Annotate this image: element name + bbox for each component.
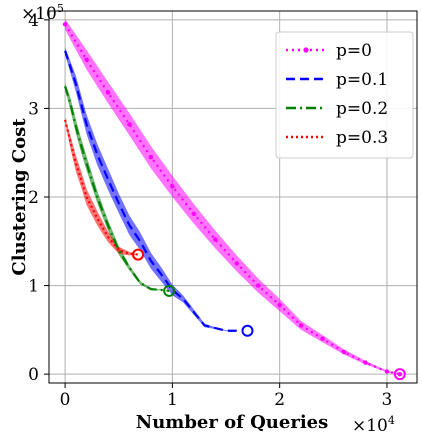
point-p-0	[213, 237, 218, 242]
point-p-0	[105, 90, 111, 95]
line-p-0-1	[64, 50, 237, 332]
point-p-0	[397, 371, 403, 377]
point-p-0	[384, 369, 390, 374]
end-marker-p-0	[393, 368, 406, 381]
y-axis-multiplier: ×105	[21, 2, 64, 24]
point-p-0	[84, 57, 89, 62]
legend-label-p-0-2: p=0.2	[336, 99, 388, 119]
band-p-0-3	[65, 117, 139, 256]
point-p-0	[234, 261, 239, 266]
line-p-0-3	[64, 119, 139, 256]
y-axis-label: Clustering Cost	[9, 118, 30, 276]
point-p-0	[170, 184, 175, 189]
legend-label-p-0-1: p=0.1	[336, 70, 388, 90]
point-p-0	[341, 349, 347, 355]
line-p-0-2	[64, 85, 170, 292]
x-tick-label: 0	[60, 390, 71, 410]
end-marker-p-0-3	[132, 248, 145, 261]
end-marker-p-0-1	[241, 324, 254, 337]
y-tick-label: 1	[28, 277, 39, 297]
y-tick-label: 3	[28, 99, 39, 119]
end-markers	[132, 248, 406, 381]
legend-label-p-0: p=0	[336, 41, 372, 61]
point-p-0	[320, 336, 325, 341]
end-marker-p-0-2	[163, 284, 176, 297]
point-p-0	[191, 211, 197, 217]
point-p-0	[148, 154, 154, 160]
x-tick-label: 2	[274, 390, 285, 410]
legend-box	[275, 31, 414, 159]
x-tick-label: 1	[167, 390, 178, 410]
legend-marker-p-0	[303, 47, 309, 53]
point-p-0	[256, 283, 261, 288]
axis-ticks: 0 1 2 3 0 1 2 3 4	[28, 11, 392, 410]
x-axis-multiplier: ×104	[352, 414, 395, 436]
legend: p=0 p=0.1 p=0.2 p=0.3	[275, 31, 414, 159]
point-p-0	[127, 122, 132, 127]
y-tick-label: 4	[28, 11, 39, 31]
point-p-0	[277, 302, 282, 308]
x-tick-label: 3	[382, 390, 393, 410]
series-lines	[62, 22, 403, 377]
point-p-0	[62, 22, 68, 27]
x-axis-label: Number of Queries	[136, 412, 329, 433]
legend-label-p-0-3: p=0.3	[336, 128, 388, 148]
y-tick-label: 0	[28, 365, 39, 385]
point-p-0	[363, 360, 368, 365]
y-tick-label: 2	[28, 188, 39, 208]
point-p-0	[298, 323, 304, 328]
